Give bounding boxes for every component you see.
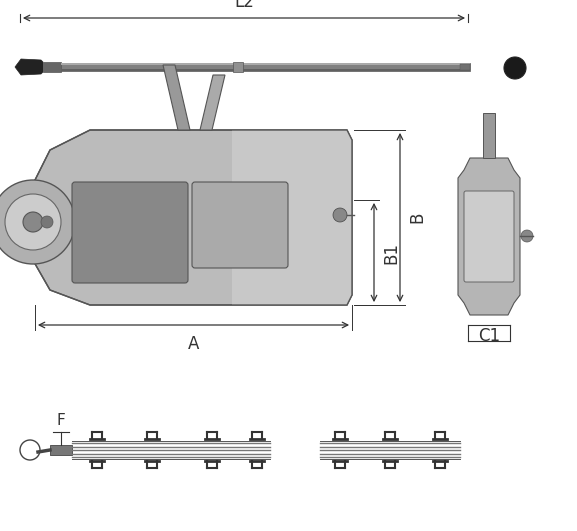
Circle shape xyxy=(23,212,43,232)
Text: F: F xyxy=(57,413,65,428)
Bar xyxy=(483,113,495,158)
Text: B: B xyxy=(408,212,426,223)
Bar xyxy=(61,69,470,71)
Text: L2: L2 xyxy=(234,0,254,11)
Polygon shape xyxy=(163,65,190,130)
Circle shape xyxy=(504,57,526,79)
FancyBboxPatch shape xyxy=(464,191,514,282)
Polygon shape xyxy=(200,75,225,130)
Bar xyxy=(50,445,72,455)
Circle shape xyxy=(41,216,53,228)
Polygon shape xyxy=(30,130,352,305)
Polygon shape xyxy=(458,158,520,315)
FancyBboxPatch shape xyxy=(192,182,288,268)
Polygon shape xyxy=(15,59,43,75)
Circle shape xyxy=(0,180,75,264)
Text: A: A xyxy=(188,335,199,353)
Bar xyxy=(61,63,470,65)
Text: C1: C1 xyxy=(478,327,500,345)
FancyBboxPatch shape xyxy=(72,182,188,283)
Circle shape xyxy=(521,230,533,242)
Bar xyxy=(233,62,243,72)
Polygon shape xyxy=(232,130,352,305)
Circle shape xyxy=(5,194,61,250)
Bar xyxy=(43,62,61,72)
Bar xyxy=(61,63,470,71)
Bar xyxy=(460,64,470,70)
Text: B1: B1 xyxy=(382,242,400,263)
Circle shape xyxy=(333,208,347,222)
